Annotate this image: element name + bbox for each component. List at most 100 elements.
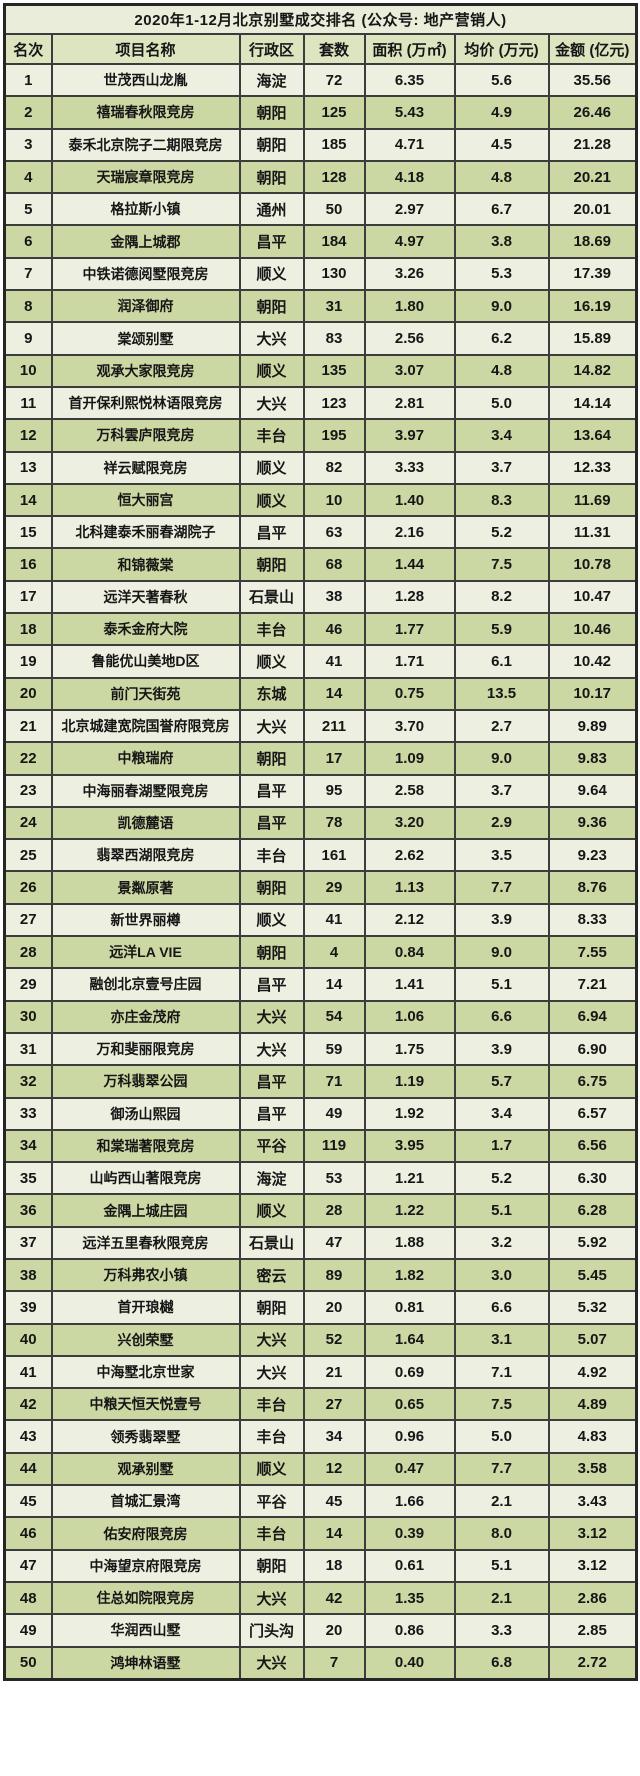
district-cell: 丰台 — [238, 1387, 305, 1422]
amount-cell: 9.36 — [547, 805, 638, 841]
units-cell: 161 — [302, 838, 366, 873]
district-cell: 朝阳 — [238, 289, 305, 324]
project-name-cell: 禧瑞春秋限竞房 — [50, 95, 241, 130]
amount-cell: 4.89 — [547, 1387, 638, 1422]
units-cell: 128 — [302, 159, 366, 195]
rank-cell: 24 — [3, 805, 53, 841]
column-header-project-name: 项目名称 — [50, 33, 241, 65]
price-cell: 3.2 — [453, 1225, 550, 1260]
table-row: 40 兴创荣墅 大兴 52 1.64 3.1 5.07 — [3, 1322, 638, 1357]
rank-cell: 25 — [3, 838, 53, 873]
price-cell: 2.9 — [453, 805, 550, 841]
price-cell: 5.2 — [453, 515, 550, 550]
district-cell: 朝阳 — [238, 159, 305, 195]
rank-cell: 6 — [3, 224, 53, 259]
table-row: 33 御汤山熙园 昌平 49 1.92 3.4 6.57 — [3, 1096, 638, 1131]
price-cell: 5.1 — [453, 1193, 550, 1228]
amount-cell: 8.33 — [547, 902, 638, 938]
units-cell: 50 — [302, 192, 366, 227]
district-cell: 大兴 — [238, 1031, 305, 1067]
table-row: 32 万科翡翠公园 昌平 71 1.19 5.7 6.75 — [3, 1064, 638, 1099]
rank-cell: 11 — [3, 385, 53, 421]
project-name-cell: 中海丽春湖墅限竞房 — [50, 773, 241, 808]
project-name-cell: 天瑞宸章限竞房 — [50, 159, 241, 195]
area-cell: 1.21 — [363, 1161, 456, 1196]
project-name-cell: 万科雲庐限竞房 — [50, 418, 241, 453]
price-cell: 7.5 — [453, 547, 550, 582]
district-cell: 朝阳 — [238, 127, 305, 162]
project-name-cell: 远洋五里春秋限竞房 — [50, 1225, 241, 1260]
district-cell: 朝阳 — [238, 547, 305, 582]
amount-cell: 10.47 — [547, 579, 638, 615]
price-cell: 4.9 — [453, 95, 550, 130]
amount-cell: 11.69 — [547, 482, 638, 518]
district-cell: 大兴 — [238, 1322, 305, 1357]
rank-cell: 35 — [3, 1161, 53, 1196]
price-cell: 13.5 — [453, 676, 550, 711]
rank-cell: 40 — [3, 1322, 53, 1357]
rank-cell: 8 — [3, 289, 53, 324]
project-name-cell: 领秀翡翠墅 — [50, 1419, 241, 1454]
table-row: 43 领秀翡翠墅 丰台 34 0.96 5.0 4.83 — [3, 1419, 638, 1454]
price-cell: 8.0 — [453, 1516, 550, 1551]
rank-cell: 5 — [3, 192, 53, 227]
rank-cell: 16 — [3, 547, 53, 582]
rank-cell: 28 — [3, 935, 53, 970]
table-row: 23 中海丽春湖墅限竞房 昌平 95 2.58 3.7 9.64 — [3, 773, 638, 808]
amount-cell: 5.07 — [547, 1322, 638, 1357]
area-cell: 1.19 — [363, 1064, 456, 1099]
project-name-cell: 格拉斯小镇 — [50, 192, 241, 227]
table-row: 28 远洋LA VIE 朝阳 4 0.84 9.0 7.55 — [3, 935, 638, 970]
district-cell: 顺义 — [238, 902, 305, 938]
rank-cell: 39 — [3, 1290, 53, 1325]
project-name-cell: 观承大家限竞房 — [50, 353, 241, 388]
project-name-cell: 御汤山熙园 — [50, 1096, 241, 1131]
rank-cell: 33 — [3, 1096, 53, 1131]
area-cell: 4.71 — [363, 127, 456, 162]
district-cell: 大兴 — [238, 1354, 305, 1390]
area-cell: 0.86 — [363, 1613, 456, 1648]
area-cell: 3.26 — [363, 256, 456, 292]
price-cell: 7.5 — [453, 1387, 550, 1422]
project-name-cell: 中海墅北京世家 — [50, 1354, 241, 1390]
units-cell: 49 — [302, 1096, 366, 1131]
amount-cell: 4.92 — [547, 1354, 638, 1390]
district-cell: 朝阳 — [238, 935, 305, 970]
table-row: 16 和锦薇棠 朝阳 68 1.44 7.5 10.78 — [3, 547, 638, 582]
table-row: 44 观承别墅 顺义 12 0.47 7.7 3.58 — [3, 1451, 638, 1487]
district-cell: 顺义 — [238, 482, 305, 518]
amount-cell: 9.64 — [547, 773, 638, 808]
amount-cell: 3.12 — [547, 1548, 638, 1583]
units-cell: 28 — [302, 1193, 366, 1228]
units-cell: 31 — [302, 289, 366, 324]
table-row: 48 住总如院限竞房 大兴 42 1.35 2.1 2.86 — [3, 1580, 638, 1616]
units-cell: 89 — [302, 1257, 366, 1293]
rank-cell: 4 — [3, 159, 53, 195]
price-cell: 9.0 — [453, 935, 550, 970]
district-cell: 大兴 — [238, 708, 305, 744]
amount-cell: 5.92 — [547, 1225, 638, 1260]
area-cell: 3.95 — [363, 1128, 456, 1164]
area-cell: 4.18 — [363, 159, 456, 195]
units-cell: 4 — [302, 935, 366, 970]
column-header-area: 面积 (万㎡) — [363, 33, 456, 65]
units-cell: 10 — [302, 482, 366, 518]
rank-cell: 21 — [3, 708, 53, 744]
district-cell: 丰台 — [238, 418, 305, 453]
header-row: 名次 项目名称 行政区 套数 面积 (万㎡) 均价 (万元) 金额 (亿元) — [3, 33, 638, 65]
rank-cell: 15 — [3, 515, 53, 550]
rank-cell: 17 — [3, 579, 53, 615]
project-name-cell: 北科建泰禾丽春湖院子 — [50, 515, 241, 550]
amount-cell: 16.19 — [547, 289, 638, 324]
project-name-cell: 鸿坤林语墅 — [50, 1645, 241, 1681]
area-cell: 1.22 — [363, 1193, 456, 1228]
page-title: 2020年1-12月北京别墅成交排名 (公众号: 地产营销人) — [3, 3, 638, 35]
area-cell: 2.12 — [363, 902, 456, 938]
units-cell: 68 — [302, 547, 366, 582]
price-cell: 6.6 — [453, 999, 550, 1034]
table-row: 4 天瑞宸章限竞房 朝阳 128 4.18 4.8 20.21 — [3, 159, 638, 195]
price-cell: 5.9 — [453, 612, 550, 647]
amount-cell: 10.46 — [547, 612, 638, 647]
price-cell: 5.1 — [453, 1548, 550, 1583]
rank-cell: 1 — [3, 62, 53, 98]
